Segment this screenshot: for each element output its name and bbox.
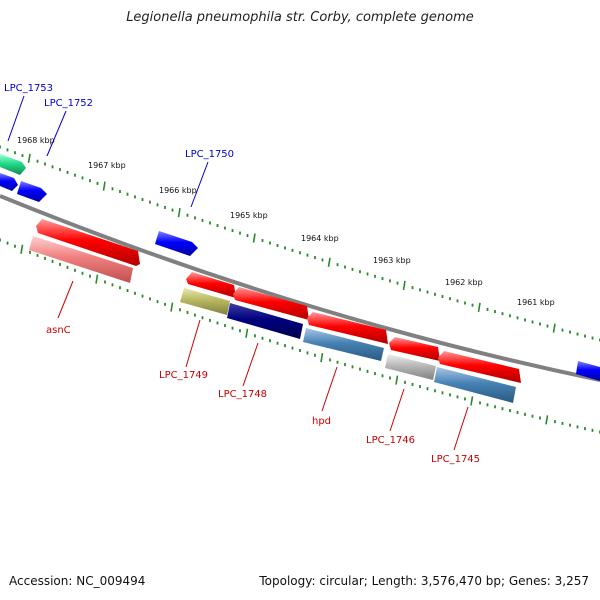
label-LPC_1748[interactable]: LPC_1748: [218, 389, 267, 400]
outer-tick-major: [552, 323, 556, 333]
accession-text: Accession: NC_009494: [9, 574, 146, 588]
outer-tick-major: [327, 257, 331, 267]
label-asnC[interactable]: asnC: [46, 325, 71, 336]
label-LPC_1749[interactable]: LPC_1749: [159, 370, 208, 381]
scale-label-1967: 1967 kbp: [88, 161, 126, 170]
inner-tick-major: [470, 396, 474, 406]
inner-tick-major: [545, 415, 549, 425]
inner-tick-major: [395, 375, 399, 385]
cds-LPC_1746[interactable]: [389, 337, 440, 361]
scale-label-1963: 1963 kbp: [373, 256, 411, 265]
outer-tick-major: [102, 181, 106, 191]
gene-hpd[interactable]: [303, 328, 384, 361]
gene-LPC_1745[interactable]: [434, 367, 516, 403]
scale-label-1966: 1966 kbp: [159, 186, 197, 195]
gene-LPC_1746[interactable]: [385, 354, 436, 380]
scale-label-1965: 1965 kbp: [230, 211, 268, 220]
outer-tick-major: [402, 280, 406, 291]
gene-asnC[interactable]: [29, 236, 133, 283]
gene-LPC_1753[interactable]: [0, 154, 26, 175]
genome-summary-text: Topology: circular; Length: 3,576,470 bp…: [259, 574, 589, 588]
label-LPC_1752[interactable]: LPC_1752: [44, 98, 93, 109]
map-title: Legionella pneumophila str. Corby, compl…: [126, 10, 474, 25]
gene-LPC_1752[interactable]: [17, 181, 47, 202]
gene-LPC_1748[interactable]: [227, 303, 303, 339]
outer-tick-major: [27, 153, 31, 164]
cds-LPC_1745[interactable]: [438, 351, 521, 383]
outer-tick-major: [177, 208, 181, 218]
gene-LPC_1750[interactable]: [155, 231, 198, 256]
inner-tick-major: [245, 328, 249, 338]
outer-tick-major: [477, 302, 481, 312]
reverse-features: [29, 236, 516, 403]
gene-forward-blue-edge[interactable]: [0, 173, 18, 191]
scale-labels: 1968 kbp 1967 kbp 1966 kbp 1965 kbp 1964…: [17, 136, 555, 307]
outer-scale-ticks: [0, 145, 600, 342]
inner-tick-major: [20, 244, 24, 254]
cds-hpd[interactable]: [307, 312, 388, 344]
inner-tick-major: [170, 302, 174, 312]
outer-tick-major: [252, 233, 256, 243]
gene-forward-blue-right[interactable]: [576, 361, 600, 381]
gene-labels: LPC_1753 LPC_1752 LPC_1750 asnC LPC_1749…: [4, 83, 480, 465]
callout-lines: [7, 95, 469, 451]
label-LPC_1750[interactable]: LPC_1750: [185, 149, 234, 160]
scale-label-1962: 1962 kbp: [445, 278, 483, 287]
genome-backbone: [0, 194, 600, 382]
gene-LPC_1749[interactable]: [180, 288, 230, 315]
scale-label-1961: 1961 kbp: [517, 298, 555, 307]
scale-label-1964: 1964 kbp: [301, 234, 339, 243]
cds-LPC_1749[interactable]: [186, 272, 236, 298]
label-hpd[interactable]: hpd: [312, 416, 331, 427]
forward-features: [0, 154, 600, 383]
scale-label-1968: 1968 kbp: [17, 136, 55, 145]
label-LPC_1745[interactable]: LPC_1745: [431, 454, 480, 465]
inner-tick-major: [95, 274, 99, 284]
inner-scale-ticks: [0, 238, 600, 434]
cds-LPC_1748[interactable]: [233, 287, 309, 320]
label-LPC_1753[interactable]: LPC_1753: [4, 83, 53, 94]
cds-asnC[interactable]: [36, 219, 140, 266]
inner-tick-major: [320, 352, 324, 363]
label-LPC_1746[interactable]: LPC_1746: [366, 435, 415, 446]
